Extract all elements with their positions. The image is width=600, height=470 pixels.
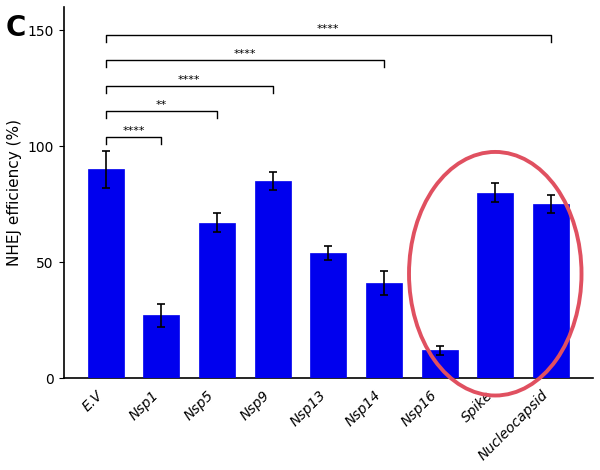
Text: C: C	[6, 14, 26, 42]
Bar	[477, 193, 514, 378]
Text: ****: ****	[317, 24, 340, 34]
Bar	[199, 223, 235, 378]
Bar	[143, 315, 179, 378]
Text: ****: ****	[233, 49, 256, 59]
Bar	[422, 350, 458, 378]
Text: ****: ****	[178, 75, 200, 85]
Bar	[310, 253, 346, 378]
Bar	[533, 204, 569, 378]
Bar	[366, 283, 402, 378]
Text: ****: ****	[122, 125, 145, 136]
Bar	[88, 169, 124, 378]
Text: **: **	[156, 100, 167, 110]
Y-axis label: NHEJ efficiency (%): NHEJ efficiency (%)	[7, 119, 22, 266]
Bar	[254, 181, 291, 378]
